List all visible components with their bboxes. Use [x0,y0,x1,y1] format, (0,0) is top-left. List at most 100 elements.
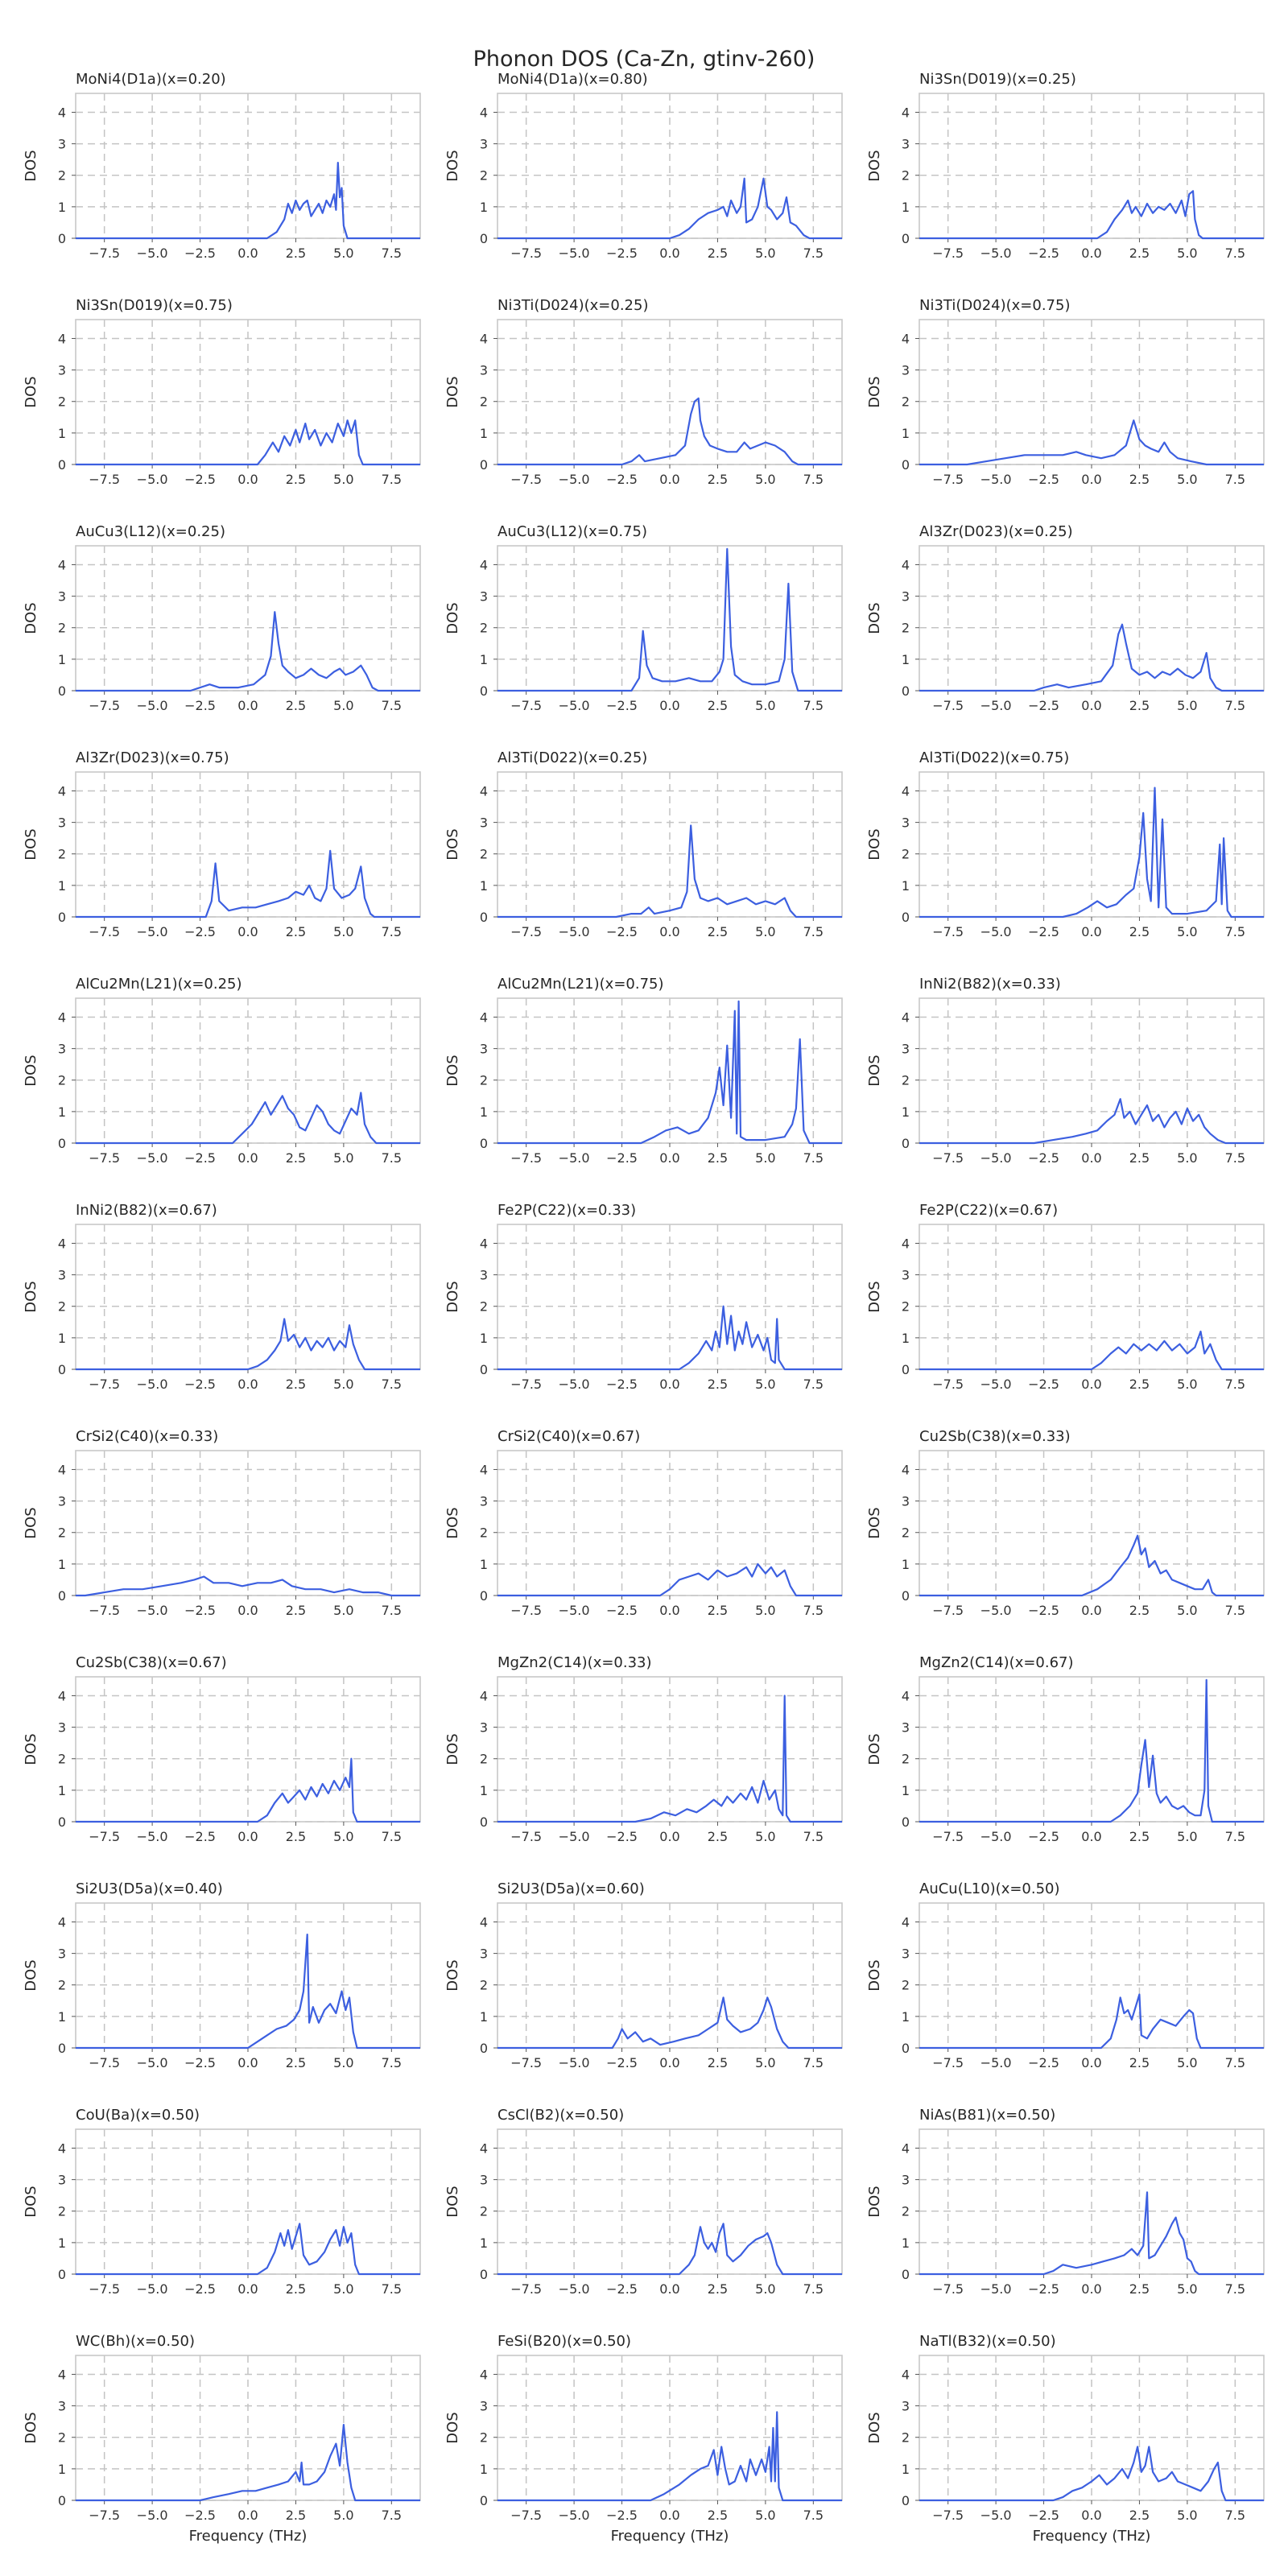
y-tick-label: 1 [480,2009,488,2025]
x-tick-label: −7.5 [932,1829,964,1844]
dos-panel: −7.5 −5.0 −2.5 0.0 2.5 5.0 7.5 0 1 2 3 4 Al3Zr(D023)… [866,523,1265,713]
x-tick-label: 7.5 [1225,2508,1245,2523]
x-tick-label: 7.5 [382,2055,402,2070]
y-tick-label: 0 [902,683,910,699]
y-tick-label: 3 [58,363,66,378]
x-tick-label: 2.5 [1129,2508,1150,2523]
dos-curve [497,1695,842,1823]
panel-grid: −7.5 −5.0 −2.5 0.0 2.5 5.0 7.5 0 1 2 3 4 MoNi4(D1a)(… [23,71,1265,2545]
x-tick-label: −7.5 [89,698,120,713]
x-tick-label: −2.5 [606,472,638,487]
x-tick-label: 5.0 [1177,246,1197,261]
x-tick-label: −5.0 [559,2055,590,2070]
panel-title: Si2U3(D5a)(x=0.60) [497,1880,645,1897]
y-tick-label: 2 [58,1525,66,1541]
y-tick-label: 0 [58,2041,66,2056]
x-tick-label: −2.5 [184,2508,216,2523]
x-tick-label: 7.5 [1225,1829,1245,1844]
dos-curve [919,419,1264,466]
dos-curve [76,2223,420,2276]
x-tick-label: 7.5 [382,246,402,261]
x-tick-label: −7.5 [510,1603,542,1618]
x-tick-label: −2.5 [184,1150,216,1166]
x-tick-label: 2.5 [1129,472,1150,487]
x-tick-label: −7.5 [510,2055,542,2070]
x-tick-label: 0.0 [659,2281,679,2297]
dos-curve [919,1330,1264,1371]
dos-curve [76,419,420,466]
x-tick-label: 0.0 [1081,1603,1101,1618]
x-tick-label: 0.0 [237,1150,258,1166]
y-axis-label: DOS [444,602,461,634]
y-tick-label: 4 [480,105,488,120]
x-tick-label: 2.5 [1129,2281,1150,2297]
x-tick-label: 2.5 [708,698,728,713]
x-tick-label: 5.0 [333,2508,353,2523]
y-tick-label: 3 [480,1720,488,1736]
x-tick-label: 5.0 [755,472,775,487]
y-axis-label: DOS [866,2186,883,2217]
y-tick-label: 2 [902,1752,910,1767]
dos-panel: −7.5 −5.0 −2.5 0.0 2.5 5.0 7.5 0 1 2 3 4 MoNi4(D1a)(… [444,71,843,261]
y-tick-label: 1 [58,200,66,215]
y-tick-label: 1 [480,200,488,215]
dos-panel: −7.5 −5.0 −2.5 0.0 2.5 5.0 7.5 0 1 2 3 4 CoU(Ba)(x=0… [23,2107,421,2297]
y-axis-label: DOS [444,150,461,181]
x-tick-label: 0.0 [659,1603,679,1618]
panel-title: FeSi(B20)(x=0.50) [497,2333,631,2350]
y-axis-label: DOS [23,1507,39,1538]
x-tick-label: −7.5 [510,472,542,487]
x-tick-label: 7.5 [803,1603,824,1618]
y-tick-label: 4 [58,1462,66,1477]
x-tick-label: −7.5 [932,924,964,939]
x-tick-label: 2.5 [1129,1150,1150,1166]
dos-curve [76,1757,420,1823]
x-tick-label: −7.5 [510,1829,542,1844]
x-tick-label: −7.5 [932,2508,964,2523]
y-tick-label: 0 [902,1136,910,1151]
x-tick-label: 7.5 [382,698,402,713]
x-tick-label: 7.5 [803,2281,824,2297]
x-tick-label: −2.5 [184,698,216,713]
x-tick-label: 0.0 [237,1377,258,1392]
x-tick-label: −5.0 [980,1150,1012,1166]
y-tick-label: 1 [902,878,910,894]
y-tick-label: 0 [58,1588,66,1604]
x-tick-label: 2.5 [1129,1829,1150,1844]
dos-panel: −7.5 −5.0 −2.5 0.0 2.5 5.0 7.5 0 1 2 3 4 Si2U3(D5a)(… [444,1880,843,2070]
y-tick-label: 1 [902,200,910,215]
x-tick-label: −2.5 [1028,1603,1059,1618]
x-tick-label: 5.0 [755,1603,775,1618]
dos-curve [76,1318,420,1371]
y-axis-label: DOS [866,150,883,181]
x-tick-label: −2.5 [1028,1150,1059,1166]
x-tick-label: −5.0 [980,1377,1012,1392]
x-tick-label: −5.0 [980,2281,1012,2297]
x-tick-label: −2.5 [1028,246,1059,261]
y-tick-label: 1 [58,2009,66,2025]
y-tick-label: 4 [902,2367,910,2382]
dos-curve [76,162,420,240]
x-tick-label: 0.0 [237,2508,258,2523]
x-tick-label: 7.5 [1225,698,1245,713]
y-tick-label: 4 [58,1236,66,1251]
x-tick-label: −7.5 [89,246,120,261]
y-tick-label: 0 [480,910,488,925]
y-tick-label: 0 [58,457,66,473]
y-axis-label: DOS [866,828,883,860]
dos-curve [497,1563,842,1597]
y-tick-label: 4 [58,557,66,572]
x-tick-label: −5.0 [559,1377,590,1392]
x-tick-label: −2.5 [606,1829,638,1844]
y-tick-label: 1 [902,2009,910,2025]
x-tick-label: −5.0 [137,924,168,939]
y-tick-label: 2 [480,168,488,184]
x-tick-label: 5.0 [1177,1150,1197,1166]
y-tick-label: 2 [480,621,488,636]
panel-title: NaTl(B32)(x=0.50) [919,2333,1056,2350]
x-tick-label: −7.5 [89,2055,120,2070]
y-tick-label: 1 [480,1331,488,1346]
x-tick-label: −2.5 [606,1377,638,1392]
y-tick-label: 4 [480,1914,488,1930]
